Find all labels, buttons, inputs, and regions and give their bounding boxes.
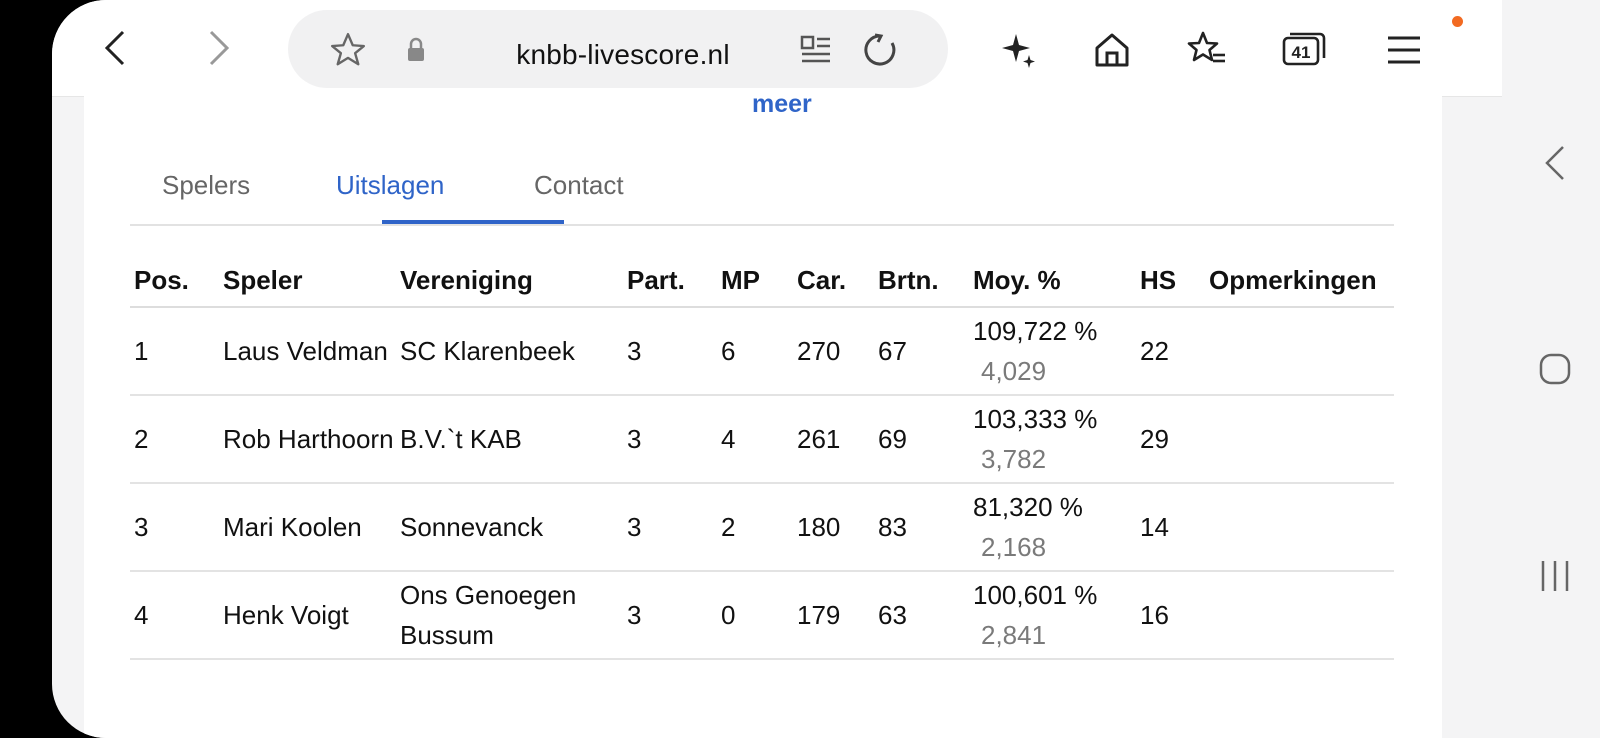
results-table: Pos. Speler Vereniging Part. MP Car. Brt…	[130, 254, 1394, 660]
system-nav-rail	[1502, 0, 1600, 738]
system-recents-icon[interactable]	[1538, 558, 1572, 594]
cell-part: 3	[623, 307, 717, 396]
tab-spelers[interactable]: Spelers	[162, 170, 251, 200]
moy-value: 2,168	[981, 532, 1047, 562]
cell-opmerkingen	[1205, 395, 1394, 484]
cell-part: 3	[623, 571, 717, 660]
cell-moy: 103,333 % 3,782	[969, 395, 1136, 484]
cell-pos: 2	[130, 395, 219, 484]
cell-vereniging[interactable]: SC Klarenbeek	[396, 307, 623, 396]
cell-moy: 109,722 % 4,029	[969, 307, 1136, 396]
header-moy[interactable]: Moy. %	[969, 254, 1136, 308]
cell-opmerkingen	[1205, 483, 1394, 572]
tab-contact[interactable]: Contact	[534, 170, 624, 200]
lock-icon	[402, 36, 430, 64]
tab-uitslagen[interactable]: Uitslagen	[336, 170, 445, 200]
cell-hs: 16	[1136, 571, 1205, 660]
cell-part: 3	[623, 483, 717, 572]
menu-icon[interactable]	[1382, 28, 1426, 72]
cell-moy: 100,601 % 2,841	[969, 571, 1136, 660]
moy-percent: 81,320 %	[973, 492, 1083, 522]
cell-car: 270	[793, 307, 874, 396]
moy-percent: 100,601 %	[973, 580, 1098, 610]
tabs-count-icon[interactable]: 41	[1280, 28, 1328, 72]
header-part[interactable]: Part.	[623, 254, 717, 308]
header-hs[interactable]: HS	[1136, 254, 1205, 308]
back-button[interactable]	[92, 24, 140, 72]
cell-speler[interactable]: Rob Harthoorn	[219, 395, 396, 484]
header-mp[interactable]: MP	[717, 254, 793, 308]
moy-value: 2,841	[981, 620, 1047, 650]
moy-value: 3,782	[981, 444, 1047, 474]
home-icon[interactable]	[1090, 28, 1134, 72]
reload-icon[interactable]	[860, 30, 900, 70]
cell-moy: 81,320 % 2,168	[969, 483, 1136, 572]
cell-opmerkingen	[1205, 307, 1394, 396]
cell-brtn: 83	[874, 483, 969, 572]
cell-brtn: 63	[874, 571, 969, 660]
tabs-count-text: 41	[1292, 43, 1311, 62]
reader-mode-icon[interactable]	[796, 30, 836, 70]
cell-vereniging[interactable]: Sonnevanck	[396, 483, 623, 572]
cell-pos: 1	[130, 307, 219, 396]
header-vereniging[interactable]: Vereniging	[396, 254, 623, 308]
browser-toolbar: knbb-livescore.nl 41	[52, 0, 1502, 97]
cell-pos: 3	[130, 483, 219, 572]
more-link[interactable]: meer	[752, 90, 812, 118]
cell-car: 179	[793, 571, 874, 660]
cell-part: 3	[623, 395, 717, 484]
moy-percent: 103,333 %	[973, 404, 1098, 434]
header-car[interactable]: Car.	[793, 254, 874, 308]
forward-button[interactable]	[194, 24, 242, 72]
cell-brtn: 67	[874, 307, 969, 396]
cell-mp: 2	[717, 483, 793, 572]
table-row: 1 Laus Veldman SC Klarenbeek 3 6 270 67 …	[130, 307, 1394, 396]
cell-opmerkingen	[1205, 571, 1394, 660]
header-speler[interactable]: Speler	[219, 254, 396, 308]
cell-brtn: 69	[874, 395, 969, 484]
system-home-icon[interactable]	[1538, 352, 1572, 386]
cell-speler[interactable]: Henk Voigt	[219, 571, 396, 660]
chevron-left-icon	[104, 30, 125, 66]
cell-pos: 4	[130, 571, 219, 660]
table-row: 2 Rob Harthoorn B.V.`t KAB 3 4 261 69 10…	[130, 395, 1394, 484]
table-row: 4 Henk Voigt Ons Genoegen Bussum 3 0 179…	[130, 571, 1394, 660]
header-brtn[interactable]: Brtn.	[874, 254, 969, 308]
cell-hs: 22	[1136, 307, 1205, 396]
ai-sparkle-icon[interactable]	[996, 28, 1040, 72]
cell-speler[interactable]: Mari Koolen	[219, 483, 396, 572]
cell-mp: 4	[717, 395, 793, 484]
header-opmerkingen[interactable]: Opmerkingen	[1205, 254, 1394, 308]
moy-percent: 109,722 %	[973, 316, 1098, 346]
bookmarks-icon[interactable]	[1184, 28, 1228, 72]
cell-speler[interactable]: Laus Veldman	[219, 307, 396, 396]
cell-hs: 14	[1136, 483, 1205, 572]
header-pos[interactable]: Pos.	[130, 254, 219, 308]
tab-bar: Spelers Uitslagen Contact	[130, 156, 1394, 226]
bookmark-star-icon[interactable]	[328, 30, 368, 70]
url-text: knbb-livescore.nl	[516, 39, 730, 70]
cell-mp: 6	[717, 307, 793, 396]
cell-car: 180	[793, 483, 874, 572]
table-row: 3 Mari Koolen Sonnevanck 3 2 180 83 81,3…	[130, 483, 1394, 572]
cell-mp: 0	[717, 571, 793, 660]
notification-dot	[1452, 16, 1463, 27]
cell-hs: 29	[1136, 395, 1205, 484]
system-back-icon[interactable]	[1540, 143, 1570, 183]
device-screen: knbb-livescore.nl 41	[52, 0, 1600, 738]
cell-car: 261	[793, 395, 874, 484]
address-bar[interactable]: knbb-livescore.nl	[288, 10, 948, 88]
active-tab-indicator	[382, 220, 564, 224]
moy-value: 4,029	[981, 356, 1047, 386]
table-header-row: Pos. Speler Vereniging Part. MP Car. Brt…	[130, 254, 1394, 308]
chevron-right-icon	[209, 30, 230, 66]
cell-vereniging[interactable]: B.V.`t KAB	[396, 395, 623, 484]
cell-vereniging[interactable]: Ons Genoegen Bussum	[396, 571, 623, 660]
